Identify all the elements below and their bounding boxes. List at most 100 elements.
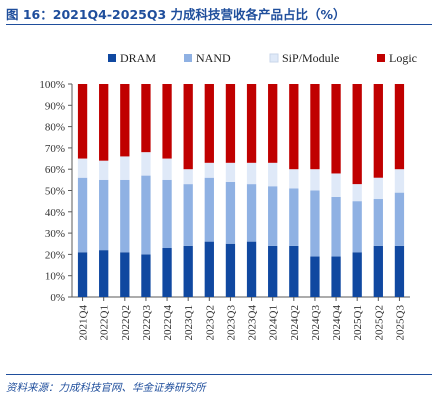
y-tick-label: 20%	[45, 249, 65, 261]
footer-divider	[6, 374, 432, 375]
bar-logic	[246, 84, 257, 163]
bar-sip-module	[310, 169, 320, 191]
x-tick-label: 2022Q1	[99, 305, 111, 340]
legend-swatch	[184, 54, 192, 62]
x-tick-label: 2024Q1	[268, 305, 280, 340]
bar-sip-module	[162, 158, 172, 180]
bar-dram	[289, 245, 299, 297]
bar-nand	[268, 186, 278, 246]
source-note: 资料来源：力成科技官网、华金证券研究所	[6, 382, 206, 394]
bar-dram	[310, 256, 320, 297]
x-tick-label: 2024Q4	[331, 305, 343, 341]
x-tick-label: 2023Q1	[183, 305, 195, 340]
bar-nand	[204, 177, 214, 242]
bar-sip-module	[268, 162, 278, 187]
bar-logic	[394, 84, 405, 170]
bar-nand	[373, 199, 383, 246]
bar-nand	[225, 181, 236, 244]
x-tick-label: 2023Q4	[247, 305, 259, 341]
bar-nand	[99, 179, 109, 251]
bar-logic	[141, 84, 151, 153]
legend-swatch	[269, 53, 279, 63]
bar-dram	[352, 252, 362, 297]
bar-nand	[246, 184, 257, 242]
bar-sip-module	[99, 160, 109, 180]
bar-nand	[141, 175, 151, 255]
x-tick-label: 2024Q2	[289, 305, 301, 340]
bar-logic	[352, 84, 362, 185]
y-tick-label: 70%	[45, 143, 65, 155]
bar-logic	[120, 84, 130, 157]
bar-sip-module	[204, 162, 214, 178]
x-tick-label: 2024Q3	[310, 305, 322, 341]
bar-nand	[183, 184, 193, 246]
x-tick-label: 2022Q4	[162, 305, 174, 341]
bar-nand	[120, 179, 130, 253]
bar-sip-module	[246, 162, 257, 185]
bar-dram	[99, 250, 109, 297]
bar-logic	[162, 84, 172, 159]
bar-nand	[310, 190, 320, 257]
bar-dram	[204, 241, 214, 297]
legend-label: DRAM	[120, 51, 156, 65]
bar-sip-module	[373, 177, 383, 200]
bar-logic	[99, 84, 109, 161]
bar-logic	[225, 84, 236, 163]
bar-logic	[331, 84, 341, 174]
bar-dram	[183, 245, 193, 297]
y-tick-label: 100%	[39, 79, 65, 91]
bar-dram	[141, 254, 151, 297]
bar-dram	[120, 252, 130, 297]
x-tick-label: 2025Q2	[373, 305, 385, 340]
bar-sip-module	[394, 169, 405, 193]
bar-dram	[246, 241, 257, 297]
bar-logic	[183, 84, 193, 170]
bar-nand	[289, 188, 299, 246]
legend-swatch	[108, 54, 116, 62]
bar-logic	[289, 84, 299, 170]
legend-label: NAND	[196, 51, 231, 65]
bar-sip-module	[225, 162, 236, 182]
chart-title: 图 16：2021Q4-2025Q3 力成科技营收各产品占比（%）	[6, 7, 346, 22]
bar-logic	[373, 84, 383, 178]
bar-sip-module	[120, 156, 130, 180]
x-tick-label: 2022Q3	[141, 305, 153, 341]
bar-nand	[352, 201, 362, 253]
y-tick-label: 50%	[45, 186, 65, 198]
bar-nand	[77, 177, 88, 253]
bar-sip-module	[183, 169, 193, 185]
bar-sip-module	[141, 152, 151, 176]
bar-dram	[394, 245, 405, 297]
bar-nand	[331, 196, 341, 257]
x-tick-label: 2021Q4	[78, 305, 90, 341]
y-tick-label: 40%	[45, 207, 65, 219]
bar-dram	[268, 245, 278, 297]
bar-sip-module	[331, 173, 341, 197]
bar-dram	[331, 256, 341, 297]
bar-logic	[310, 84, 320, 170]
bar-nand	[394, 192, 405, 246]
legend-label: SiP/Module	[282, 51, 339, 65]
bar-sip-module	[77, 158, 88, 178]
y-tick-label: 80%	[45, 122, 65, 134]
bar-dram	[77, 252, 88, 297]
title-divider	[6, 24, 432, 25]
y-tick-label: 60%	[45, 164, 65, 176]
bar-logic	[268, 84, 278, 163]
bar-logic	[77, 84, 88, 159]
y-tick-label: 0%	[50, 292, 65, 304]
x-tick-label: 2025Q3	[394, 305, 406, 341]
legend-swatch	[377, 54, 385, 62]
legend-label: Logic	[389, 51, 417, 65]
bar-dram	[162, 248, 172, 297]
bar-sip-module	[352, 184, 362, 202]
bar-dram	[373, 245, 383, 297]
x-tick-label: 2022Q2	[120, 305, 132, 340]
x-tick-label: 2023Q2	[204, 305, 216, 340]
bar-logic	[204, 84, 214, 163]
bar-dram	[225, 243, 236, 297]
bar-nand	[162, 179, 172, 249]
bar-sip-module	[289, 169, 299, 189]
y-tick-label: 30%	[45, 228, 65, 240]
